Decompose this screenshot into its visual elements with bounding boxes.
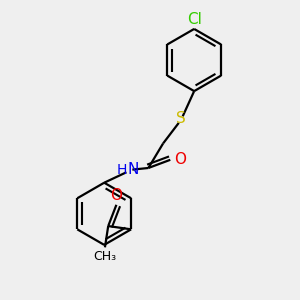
Text: N: N: [128, 162, 139, 177]
Text: Cl: Cl: [187, 12, 202, 27]
Text: O: O: [174, 152, 186, 167]
Text: S: S: [176, 111, 186, 126]
Text: H: H: [117, 163, 127, 177]
Text: CH₃: CH₃: [93, 250, 116, 263]
Text: O: O: [110, 188, 122, 202]
